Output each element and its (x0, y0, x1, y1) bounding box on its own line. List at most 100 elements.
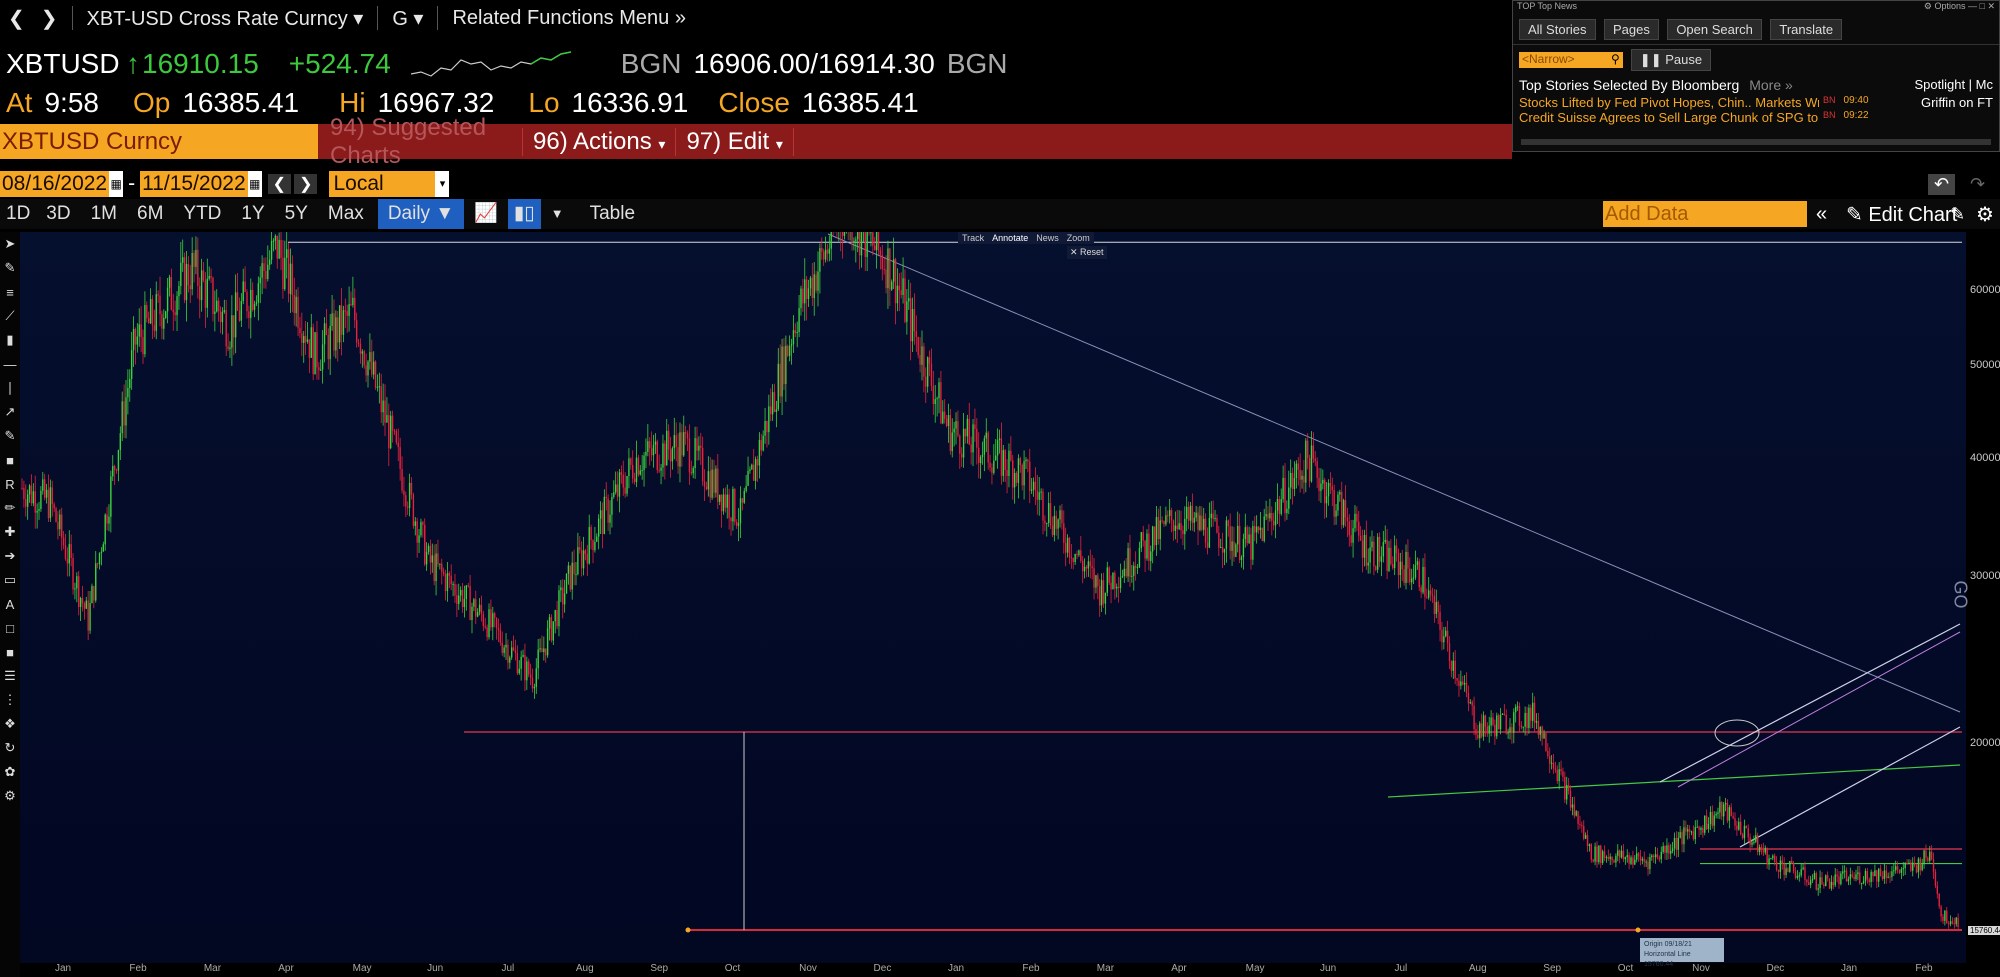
news-tab-pages[interactable]: Pages (1603, 19, 1659, 40)
range-3d[interactable]: 3D (46, 203, 71, 224)
candle (310, 327, 312, 358)
color-swatch-icon[interactable]: ■ (6, 644, 14, 660)
candle (1685, 827, 1687, 832)
spotlight-text[interactable]: Griffin on FT (1920, 95, 1993, 110)
reset-button[interactable]: ✕ Reset (1067, 246, 1107, 259)
calendar-icon[interactable]: ▦ (247, 171, 262, 197)
candle (1289, 472, 1292, 488)
crosshair-icon[interactable]: ✚ (4, 524, 16, 539)
fork-icon[interactable]: ❖ (4, 716, 16, 731)
news-scrollbar[interactable] (1521, 139, 1991, 145)
range-max[interactable]: Max (327, 203, 364, 224)
end-date-input[interactable]: 11/15/2022 (140, 171, 248, 197)
next-period-icon[interactable]: ❯ (294, 174, 318, 194)
suggested-charts-menu[interactable]: 94) Suggested Charts (330, 113, 487, 169)
range-1y[interactable]: 1Y (241, 203, 265, 224)
candle (1161, 520, 1163, 522)
candle (1562, 771, 1564, 777)
chevron-down-icon: ▾ (775, 135, 783, 152)
candlestick-icon[interactable]: ▮▯ (507, 199, 541, 229)
ray-icon[interactable]: ↗ (4, 404, 16, 419)
candle (346, 310, 348, 316)
add-data-input[interactable]: Add Data (1603, 201, 1807, 227)
candle (132, 329, 135, 351)
narrow-search-input[interactable]: <Narrow> (1519, 52, 1608, 68)
candle (690, 471, 693, 474)
candle (560, 587, 562, 591)
news-button[interactable]: News (1036, 233, 1059, 243)
forward-arrow-icon[interactable]: ❯ (40, 7, 58, 30)
start-date-input[interactable]: 08/16/2022 (0, 171, 110, 197)
news-story[interactable]: Credit Suisse Agrees to Sell Large Chunk… (1519, 110, 1819, 125)
period-dropdown[interactable]: Daily ▼ (377, 199, 465, 229)
trash-icon[interactable]: ▭ (3, 572, 17, 587)
range-5y[interactable]: 5Y (284, 203, 308, 224)
lines-icon[interactable]: ☰ (4, 668, 16, 683)
vertical-line-icon[interactable]: ∣ (6, 380, 14, 395)
retracement-icon[interactable]: R (5, 476, 15, 492)
pattern-icon[interactable]: ⋮ (3, 692, 17, 707)
pencil-icon[interactable]: ✏ (4, 500, 16, 515)
track-button[interactable]: Track (962, 233, 985, 243)
range-6m[interactable]: 6M (137, 203, 164, 224)
chart-area[interactable]: Track Annotate News Zoom ✕ Reset Origin … (20, 232, 1971, 968)
edit-chart-button[interactable]: ✎ Edit Chart (1846, 202, 1957, 227)
line-tool-icon[interactable]: ⟋ (5, 308, 15, 323)
undo-icon[interactable]: ↶ (1928, 173, 1956, 195)
ruler-icon[interactable]: ■ (6, 452, 14, 468)
horizontal-line-icon[interactable]: — (3, 356, 17, 372)
news-story[interactable]: Stocks Lifted by Fed Pivot Hopes, Chin..… (1519, 95, 1819, 110)
chevron-down-icon[interactable]: ▾ (435, 171, 450, 197)
candlestick-chart[interactable] (20, 232, 1966, 963)
channel-icon[interactable]: ▮ (6, 332, 14, 347)
zoom-button[interactable]: Zoom (1066, 233, 1090, 243)
pen-icon[interactable]: ✎ (4, 260, 16, 275)
range-ytd[interactable]: YTD (183, 203, 222, 224)
table-button[interactable]: Table (589, 203, 636, 224)
security-title-dropdown[interactable]: XBT-USD Cross Rate Curncy ▾ (86, 7, 364, 30)
candle (1902, 868, 1904, 870)
related-functions-menu[interactable]: Related Functions Menu » (452, 6, 686, 29)
rectangle-icon[interactable]: □ (6, 620, 14, 636)
news-more-link[interactable]: More » (1749, 77, 1793, 93)
candle (265, 271, 267, 280)
gear-icon[interactable]: ⚙ (4, 788, 16, 803)
actions-menu[interactable]: 96) Actions ▾ (522, 127, 677, 156)
edit-icon[interactable]: ✎ (1950, 203, 1966, 224)
back-arrow-icon[interactable]: ❮ (8, 7, 25, 30)
candle (1603, 851, 1606, 858)
candle (647, 441, 649, 452)
fibonacci-icon[interactable]: ≡ (6, 284, 14, 300)
candle (1828, 878, 1831, 889)
candle (979, 457, 982, 464)
redo-icon[interactable]: ↷ (1970, 173, 1986, 194)
prev-period-icon[interactable]: ❮ (267, 174, 292, 194)
currency-select[interactable]: Local CCY (329, 171, 436, 221)
cursor-icon[interactable]: ➤ (4, 236, 16, 251)
news-tab-all-stories[interactable]: All Stories (1519, 19, 1596, 40)
collapse-icon[interactable]: « (1816, 202, 1828, 225)
text-icon[interactable]: A (5, 596, 15, 612)
settings-gear-icon[interactable]: ⚙ (1976, 203, 1994, 226)
candle (1354, 513, 1356, 529)
search-icon[interactable]: ⚲ (1608, 52, 1623, 68)
candle (1622, 850, 1625, 860)
cycle-icon[interactable]: ↻ (4, 740, 16, 755)
g-dropdown[interactable]: G ▾ (392, 7, 424, 30)
brush-icon[interactable]: ✎ (4, 428, 16, 443)
range-1d[interactable]: 1D (6, 203, 31, 224)
line-chart-icon[interactable]: 📈 (474, 203, 498, 224)
news-options[interactable]: ⚙ Options — □ ✕ (1923, 1, 1995, 11)
range-1m[interactable]: 1M (90, 203, 117, 224)
pause-button[interactable]: ❚❚ Pause (1630, 49, 1712, 71)
arrow-icon[interactable]: ➔ (4, 548, 16, 563)
edit-menu[interactable]: 97) Edit ▾ (676, 127, 794, 156)
candle (898, 285, 900, 291)
security-field[interactable]: XBTUSD Curncy (0, 124, 318, 159)
news-tab-translate[interactable]: Translate (1770, 19, 1843, 40)
chevron-down-icon[interactable]: ▼ (550, 206, 564, 221)
palette-icon[interactable]: ✿ (4, 764, 16, 779)
calendar-icon[interactable]: ▦ (109, 171, 124, 197)
annotate-button[interactable]: Annotate (992, 233, 1029, 243)
news-tab-open-search[interactable]: Open Search (1667, 19, 1762, 40)
